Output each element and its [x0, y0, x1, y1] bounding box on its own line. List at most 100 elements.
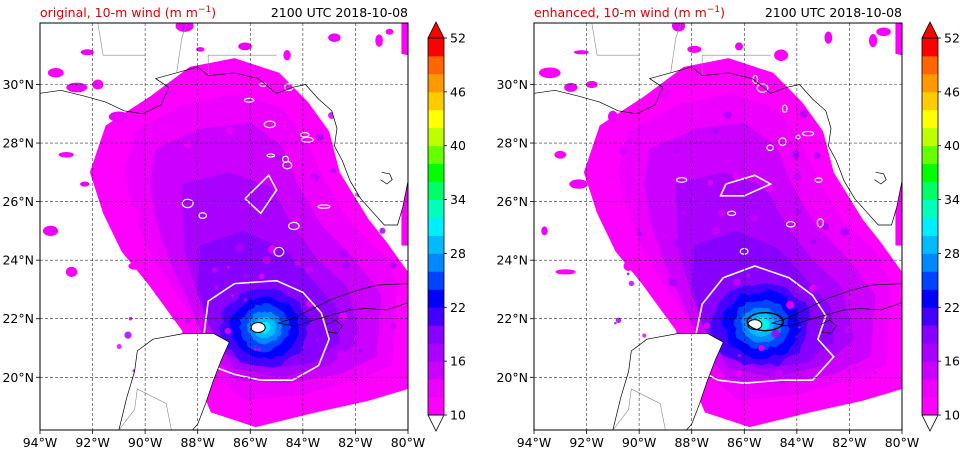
wind-speckle: [257, 347, 262, 352]
land-yucatan-fill: [534, 333, 724, 430]
wind-speckle: [315, 338, 320, 342]
contour-small: [756, 83, 769, 93]
colorbar-extend-min: [921, 414, 939, 432]
colorbar-segment: [922, 38, 938, 57]
wind-speckle: [389, 322, 397, 330]
wind-speckle: [308, 272, 316, 279]
rain-cell: [65, 266, 78, 278]
xtick-label: 94°W: [23, 435, 58, 450]
colorbar-segment: [922, 325, 938, 344]
ytick-label: 22°N: [496, 311, 528, 326]
contour-small: [282, 161, 293, 170]
wind-speckle: [294, 260, 301, 267]
wind-speckle: [771, 329, 780, 338]
rain-cell: [671, 23, 686, 32]
colorbar-tick-label: 10: [450, 408, 466, 423]
wind-speckle: [356, 304, 364, 312]
ytick-label: 24°N: [496, 253, 528, 268]
lake-okeechobee: [874, 171, 887, 185]
wind-speckle: [339, 312, 348, 321]
wind-speckle: [628, 280, 635, 287]
contour-small: [288, 221, 300, 231]
colorbar-tick-label: 34: [944, 192, 960, 207]
wind-speckle: [642, 333, 647, 338]
colorbar-segment: [428, 271, 444, 290]
xtick-label: 86°W: [727, 435, 762, 450]
rain-cell: [80, 181, 90, 187]
wind-speckle: [793, 172, 802, 181]
wind-speckle: [155, 290, 161, 296]
panel-title-left: original, 10-m wind (m m−1): [40, 5, 216, 20]
colorbar-segment: [922, 289, 938, 308]
rain-cell: [564, 82, 578, 92]
contour-line-0: [202, 279, 330, 382]
xtick-label: 82°W: [832, 435, 867, 450]
wind-speckle: [379, 227, 386, 234]
wind-speckle: [626, 272, 630, 276]
contour-small: [181, 198, 194, 209]
wind-speckle: [738, 354, 741, 357]
wind-speckle: [637, 231, 643, 237]
ytick-label: 26°N: [2, 194, 34, 209]
contour-small: [317, 204, 331, 209]
wind-speckle: [284, 118, 288, 122]
rain-cell: [80, 49, 94, 56]
rain-cell: [554, 150, 567, 159]
rain-cell: [385, 28, 394, 35]
wind-speckle: [214, 285, 219, 290]
panel-title-right: 2100 UTC 2018-10-08: [271, 5, 408, 20]
wind-speckle: [758, 345, 765, 352]
colorbar-tick-label: 46: [944, 84, 960, 99]
rain-cell: [555, 269, 576, 275]
colorbar-segment: [428, 91, 444, 111]
contour-small: [766, 144, 775, 152]
colorbar-segment: [428, 397, 444, 416]
panel-title-right: 2100 UTC 2018-10-08: [765, 5, 902, 20]
wind-speckle: [810, 238, 817, 245]
colorbar-extend-max: [921, 21, 939, 39]
wind-speckle: [172, 313, 180, 321]
ytick-label: 28°N: [496, 136, 528, 151]
wind-speckle: [746, 273, 750, 278]
colorbar-segment: [428, 55, 444, 75]
rain-cell: [569, 179, 589, 189]
colorbar-segment: [428, 38, 444, 57]
title-close: ): [720, 5, 725, 20]
ytick-label: 20°N: [496, 370, 528, 385]
colorbar-extend-min: [427, 414, 445, 432]
wind-speckle: [231, 294, 235, 297]
border-line-0: [118, 388, 172, 430]
rain-cell: [619, 206, 633, 220]
colorbar-tick-label: 16: [450, 354, 466, 369]
colorbar-segment: [428, 73, 444, 93]
wind-speckle: [615, 226, 619, 229]
wind-speckle: [776, 206, 779, 210]
contour-small: [801, 130, 815, 137]
colorbar-tick-label: 40: [944, 138, 960, 153]
wind-speckle: [873, 370, 878, 375]
wind-speckle: [864, 373, 873, 382]
colorbar-segment: [428, 361, 444, 380]
coastline-us: [534, 23, 902, 226]
wind-speckle: [697, 189, 706, 198]
wind-speckle: [707, 179, 714, 186]
land-florida-fill: [305, 40, 408, 225]
xtick-label: 90°W: [622, 435, 657, 450]
rain-cell: [66, 82, 88, 93]
colorbar: 10 16 22 28 34 40 46 52: [427, 21, 466, 432]
rain-cell: [876, 27, 891, 37]
wind-speckle: [680, 210, 686, 215]
rain-cell: [108, 111, 129, 122]
xtick-label: 84°W: [286, 435, 321, 450]
title-text: enhanced, 10-m wind (m m: [534, 5, 707, 20]
colorbar-segment: [428, 163, 444, 183]
colorbar-segment: [428, 343, 444, 362]
wind-speckle: [814, 352, 821, 359]
colorbar-segment: [428, 379, 444, 398]
ytick-label: 26°N: [496, 194, 528, 209]
xtick-label: 82°W: [338, 435, 373, 450]
wind-speckle: [615, 317, 622, 324]
map-panel-original: 94°W 92°W 90°W 88°W 86°W 84°W 82°W 80°W 20°N 22°N…: [2, 5, 465, 450]
colorbar-segment: [922, 379, 938, 398]
